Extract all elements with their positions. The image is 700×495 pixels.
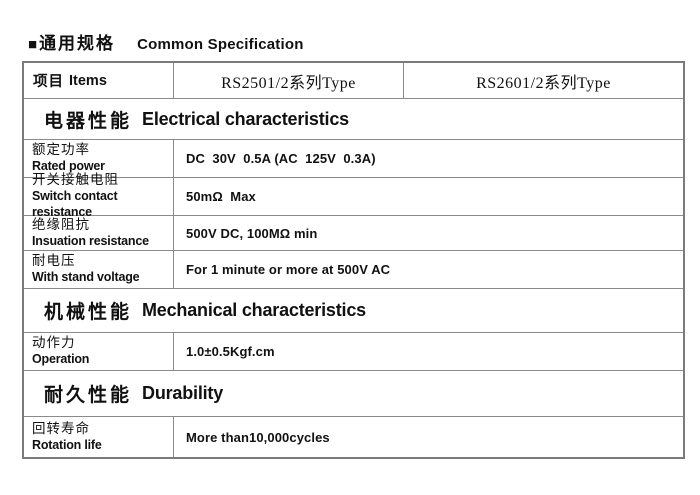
specification-table: 项目 Items RS2501/2系列Type RS2601/2系列Type 电…: [22, 61, 685, 459]
table-row-withstand-voltage: 耐电压 With stand voltage For 1 minute or m…: [24, 251, 683, 289]
document-title: ■ 通用规格 Common Specification: [28, 29, 304, 54]
row-label-cell: 耐电压 With stand voltage: [24, 251, 174, 288]
row-value: 50mΩ Max: [186, 189, 256, 204]
header-series-rs2601: RS2601/2系列Type: [476, 74, 611, 92]
row-label-cell: 回转寿命 Rotation life: [24, 417, 174, 457]
header-items-cell: 项目 Items: [24, 63, 174, 98]
row-value: 500V DC, 100MΩ min: [186, 225, 318, 241]
row-label-cell: 绝缘阻抗 Insuation resistance: [24, 216, 174, 250]
section-title-en: Durability: [142, 383, 224, 403]
row-label-zh: 耐电压: [32, 253, 76, 269]
section-header-durability: 耐久性能 Durability: [24, 371, 683, 417]
row-label-en: Rated power: [32, 159, 105, 174]
section-header-mechanical: 机械性能 Mechanical characteristics: [24, 289, 683, 333]
row-label-cell: 额定功率 Rated power: [24, 140, 174, 177]
table-header-row: 项目 Items RS2501/2系列Type RS2601/2系列Type: [24, 63, 683, 99]
row-label-zh: 开关接触电阻: [32, 172, 119, 188]
row-value: For 1 minute or more at 500V AC: [186, 262, 391, 277]
row-label-zh: 动作力: [32, 335, 76, 351]
row-label-en: Switch contact resistance: [32, 189, 118, 219]
header-items-label-zh: 项目: [33, 74, 64, 90]
doc-title-chinese: 通用规格: [39, 34, 116, 53]
section-title-zh: 机械性能: [44, 302, 133, 323]
table-row-operation-force: 动作力 Operation 1.0±0.5Kgf.cm: [24, 333, 683, 371]
section-title-en: Electrical characteristics: [142, 108, 349, 129]
section-title-en: Mechanical characteristics: [142, 300, 366, 320]
row-label-cell: 动作力 Operation: [24, 333, 174, 370]
table-row-rated-power: 额定功率 Rated power DC 30V 0.5A (AC 125V 0.…: [24, 140, 683, 178]
row-label-cell: 开关接触电阻 Switch contact resistance: [24, 172, 174, 219]
row-label-zh: 绝缘阻抗: [32, 216, 90, 232]
table-row-switch-contact-resistance: 开关接触电阻 Switch contact resistance 50mΩ Ma…: [24, 172, 683, 219]
row-label-en: Insuation resistance: [32, 233, 149, 248]
row-label-zh: 额定功率: [32, 142, 90, 158]
header-items-label-en: Items: [69, 72, 107, 89]
table-row-insulation-resistance: 绝缘阻抗 Insuation resistance 500V DC, 100MΩ…: [24, 216, 683, 251]
square-bullet-icon: ■: [28, 36, 38, 53]
row-label-en: With stand voltage: [32, 270, 140, 285]
row-label-en: Operation: [32, 352, 90, 367]
table-row-rotation-life: 回转寿命 Rotation life More than10,000cycles: [24, 417, 683, 457]
section-header-electrical: 电器性能 Electrical characteristics: [24, 99, 683, 140]
section-title-zh: 耐久性能: [44, 385, 133, 406]
row-value: DC 30V 0.5A (AC 125V 0.3A): [186, 151, 376, 166]
row-value: 1.0±0.5Kgf.cm: [186, 344, 275, 359]
doc-title-english: Common Specification: [137, 36, 304, 53]
row-label-zh: 回转寿命: [32, 420, 90, 436]
row-label-en: Rotation life: [32, 437, 102, 452]
header-series-rs2501: RS2501/2系列Type: [174, 63, 404, 98]
section-title-zh: 电器性能: [44, 110, 133, 132]
row-value: More than10,000cycles: [186, 429, 330, 445]
